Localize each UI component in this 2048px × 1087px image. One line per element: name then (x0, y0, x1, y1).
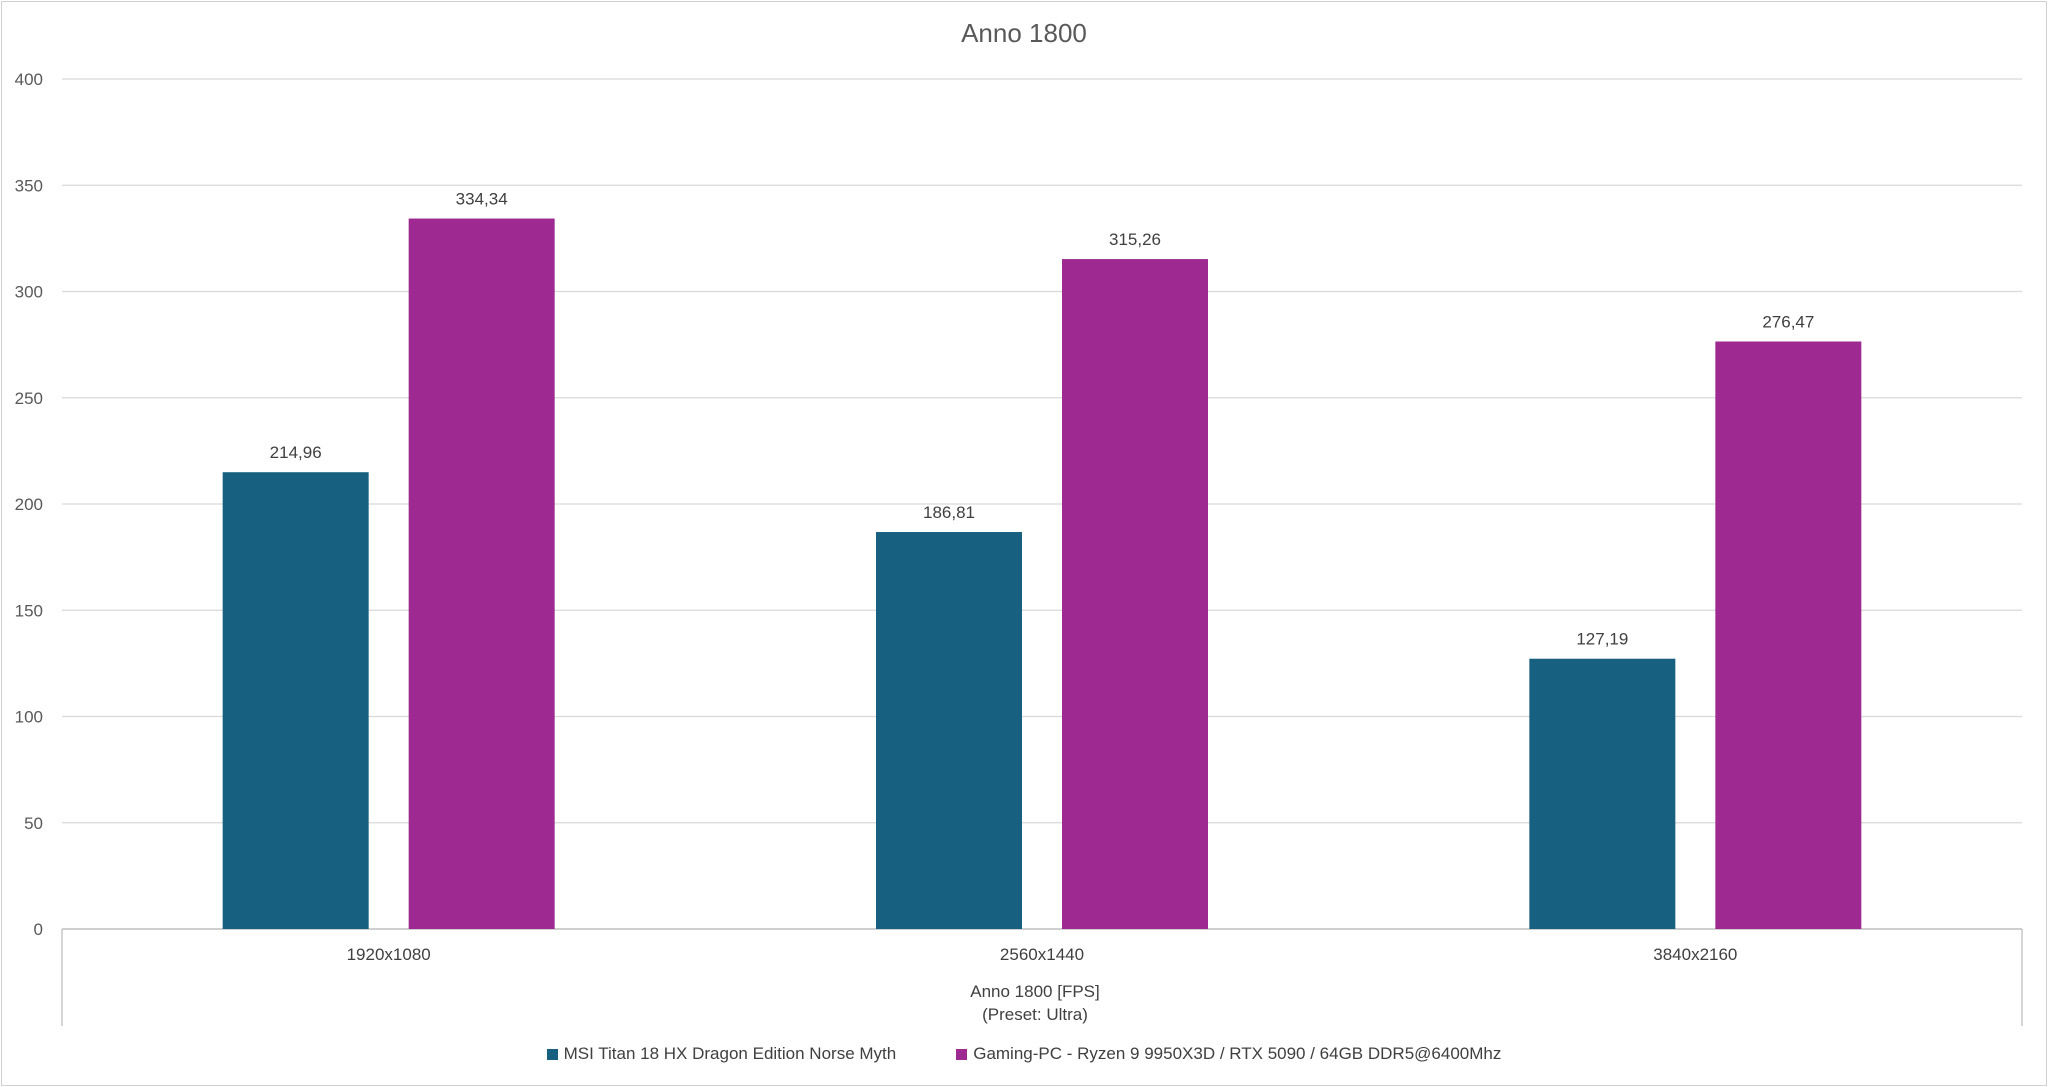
x-axis-title: Anno 1800 [FPS] (970, 982, 1099, 1001)
bar-2-1920x1080 (408, 218, 555, 930)
x-tick-label: 3840x2160 (1653, 945, 1737, 964)
y-tick-label: 400 (15, 70, 43, 89)
data-label: 315,26 (1109, 230, 1161, 249)
legend-swatch-series-2 (956, 1048, 968, 1060)
bar-2-2560x1440 (1062, 259, 1208, 929)
legend-swatch-series-1 (546, 1048, 558, 1060)
bar-1-1920x1080 (222, 472, 369, 929)
legend: MSI Titan 18 HX Dragon Edition Norse Myt… (0, 1044, 2048, 1064)
bar-2-3840x2160 (1715, 341, 1862, 930)
x-tick-label: 1920x1080 (347, 945, 431, 964)
y-tick-label: 0 (34, 920, 43, 939)
bar-1-2560x1440 (876, 532, 1022, 929)
data-label: 127,19 (1576, 630, 1628, 649)
data-label: 334,34 (456, 190, 508, 209)
y-tick-label: 200 (15, 495, 43, 514)
data-label: 186,81 (923, 503, 975, 522)
legend-label-series-1: MSI Titan 18 HX Dragon Edition Norse Myt… (563, 1044, 897, 1063)
legend-label-series-2: Gaming-PC - Ryzen 9 9950X3D / RTX 5090 /… (973, 1044, 1502, 1063)
y-tick-label: 250 (15, 389, 43, 408)
y-tick-label: 350 (15, 176, 43, 195)
y-tick-label: 300 (15, 283, 43, 302)
legend-item-series-2: Gaming-PC - Ryzen 9 9950X3D / RTX 5090 /… (956, 1044, 1501, 1064)
chart-title: Anno 1800 (961, 18, 1087, 48)
y-tick-label: 50 (24, 814, 43, 833)
y-tick-label: 100 (15, 708, 43, 727)
bar-1-3840x2160 (1529, 658, 1676, 929)
legend-item-series-1: MSI Titan 18 HX Dragon Edition Norse Myt… (546, 1044, 897, 1064)
data-label: 214,96 (270, 443, 322, 462)
data-label: 276,47 (1762, 313, 1814, 332)
y-tick-label: 150 (15, 601, 43, 620)
x-axis-subtitle: (Preset: Ultra) (982, 1005, 1088, 1024)
x-tick-label: 2560x1440 (1000, 945, 1084, 964)
